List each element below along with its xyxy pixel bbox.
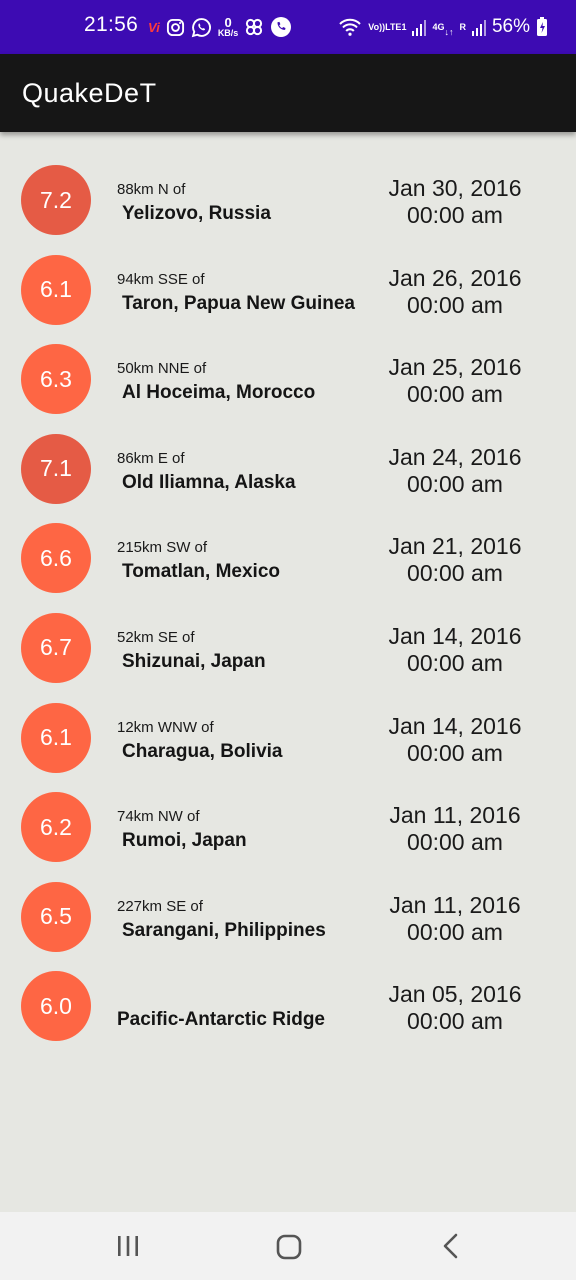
earthquake-list-item[interactable]: 6.1 94km SSE of Taron, Papua New Guinea Jan… [0, 245, 576, 335]
phone-icon [270, 16, 292, 38]
data-speed-value: 0 [224, 17, 231, 29]
recent-apps-button[interactable] [112, 1230, 144, 1262]
quake-date: Jan 11, 2016 [375, 892, 535, 919]
magnitude-circle: 6.0 [21, 971, 91, 1041]
quake-date: Jan 14, 2016 [375, 713, 535, 740]
quake-date: Jan 30, 2016 [375, 175, 535, 202]
quake-time: 00:00 am [375, 1008, 535, 1035]
magnitude-circle: 6.2 [21, 792, 91, 862]
earthquake-list-item[interactable]: 6.6 215km SW of Tomatlan, Mexico Jan 21, 20… [0, 513, 576, 603]
earthquake-list-item[interactable]: 6.3 50km NNE of Al Hoceima, Morocco Jan 25,… [0, 334, 576, 424]
signal-icon [412, 18, 426, 36]
volte-line1: Vo)) [368, 22, 385, 32]
volte-icon: Vo)) LTE1 [368, 22, 406, 32]
quake-date: Jan 26, 2016 [375, 265, 535, 292]
location-primary: Sarangani, Philippines [122, 920, 326, 942]
battery-percent: 56% [492, 16, 530, 38]
quake-time: 00:00 am [375, 381, 535, 408]
4g-icon: 4G ↓↑ [432, 17, 453, 37]
earthquake-list-item[interactable]: 7.1 86km E of Old Iliamna, Alaska Jan 24, 2… [0, 424, 576, 514]
earthquake-list-item[interactable]: 6.2 74km NW of Rumoi, Japan Jan 11, 2016 00:… [0, 782, 576, 872]
location-offset: 52km SE of [117, 629, 195, 646]
system-status-icons: Vo)) LTE1 4G ↓↑ R 56% [338, 14, 548, 40]
location-primary: Pacific-Antarctic Ridge [117, 1009, 325, 1031]
app-bar: QuakeDeT [0, 54, 576, 132]
data-speed-unit: KB/s [218, 29, 239, 38]
location-primary: Yelizovo, Russia [122, 203, 271, 225]
quake-date: Jan 05, 2016 [375, 981, 535, 1008]
recent-apps-icon [112, 1230, 144, 1262]
location-offset: 94km SSE of [117, 271, 205, 288]
earthquake-list-item[interactable]: 6.0 Pacific-Antarctic Ridge Jan 05, 2016 00… [0, 961, 576, 1051]
quake-date: Jan 14, 2016 [375, 623, 535, 650]
quake-time: 00:00 am [375, 829, 535, 856]
location-primary: Rumoi, Japan [122, 830, 247, 852]
magnitude-circle: 6.1 [21, 703, 91, 773]
quake-date: Jan 25, 2016 [375, 354, 535, 381]
quake-time: 00:00 am [375, 202, 535, 229]
location-offset: 86km E of [117, 450, 185, 467]
magnitude-circle: 7.1 [21, 434, 91, 504]
roaming-icon: R [459, 22, 466, 32]
quake-time: 00:00 am [375, 740, 535, 767]
signal-icon [472, 18, 486, 36]
net-type: 4G [432, 22, 444, 32]
location-offset: 74km NW of [117, 808, 200, 825]
quake-time: 00:00 am [375, 919, 535, 946]
magnitude-circle: 6.3 [21, 344, 91, 414]
magnitude-circle: 6.7 [21, 613, 91, 683]
location-primary: Taron, Papua New Guinea [122, 293, 355, 315]
battery-icon [536, 17, 548, 37]
location-primary: Shizunai, Japan [122, 651, 266, 673]
location-offset: 12km WNW of [117, 719, 214, 736]
roaming-label: R [459, 22, 466, 32]
location-offset: 215km SW of [117, 539, 207, 556]
earthquake-list-item[interactable]: 6.7 52km SE of Shizunai, Japan Jan 14, 2016… [0, 603, 576, 693]
status-bar: 21:56 Vi 0 KB/s Vo)) LTE1 4G ↓↑ [0, 0, 576, 54]
status-time: 21:56 [84, 13, 138, 37]
quake-time: 00:00 am [375, 471, 535, 498]
quake-date: Jan 24, 2016 [375, 444, 535, 471]
earthquake-list-item[interactable]: 6.1 12km WNW of Charagua, Bolivia Jan 14, 2… [0, 693, 576, 783]
app-title: QuakeDeT [22, 78, 157, 109]
magnitude-circle: 7.2 [21, 165, 91, 235]
quake-time: 00:00 am [375, 560, 535, 587]
location-primary: Al Hoceima, Morocco [122, 382, 315, 404]
quake-date: Jan 11, 2016 [375, 802, 535, 829]
pinwheel-icon [244, 17, 264, 37]
earthquake-list[interactable]: 7.2 88km N of Yelizovo, Russia Jan 30, 2016… [0, 155, 576, 1051]
location-primary: Charagua, Bolivia [122, 741, 283, 763]
location-primary: Old Iliamna, Alaska [122, 472, 296, 494]
back-icon [436, 1230, 466, 1262]
quake-date: Jan 21, 2016 [375, 533, 535, 560]
wifi-icon [338, 17, 362, 37]
navigation-bar [0, 1212, 576, 1280]
location-offset: 227km SE of [117, 898, 203, 915]
back-button[interactable] [436, 1230, 466, 1262]
whatsapp-icon [191, 17, 212, 38]
magnitude-circle: 6.6 [21, 523, 91, 593]
location-primary: Tomatlan, Mexico [122, 561, 280, 583]
vi-icon: Vi [148, 20, 160, 35]
earthquake-list-item[interactable]: 6.5 227km SE of Sarangani, Philippines Jan … [0, 872, 576, 962]
magnitude-circle: 6.1 [21, 255, 91, 325]
magnitude-circle: 6.5 [21, 882, 91, 952]
earthquake-list-item[interactable]: 7.2 88km N of Yelizovo, Russia Jan 30, 2016… [0, 155, 576, 245]
home-button[interactable] [272, 1230, 306, 1264]
instagram-icon [166, 18, 185, 37]
quake-time: 00:00 am [375, 292, 535, 319]
quake-time: 00:00 am [375, 650, 535, 677]
location-offset: 88km N of [117, 181, 185, 198]
location-offset: 50km NNE of [117, 360, 206, 377]
volte-line2: LTE1 [385, 22, 406, 32]
notification-icons: Vi 0 KB/s [148, 14, 292, 40]
data-speed-icon: 0 KB/s [218, 17, 239, 38]
home-icon [272, 1230, 306, 1264]
